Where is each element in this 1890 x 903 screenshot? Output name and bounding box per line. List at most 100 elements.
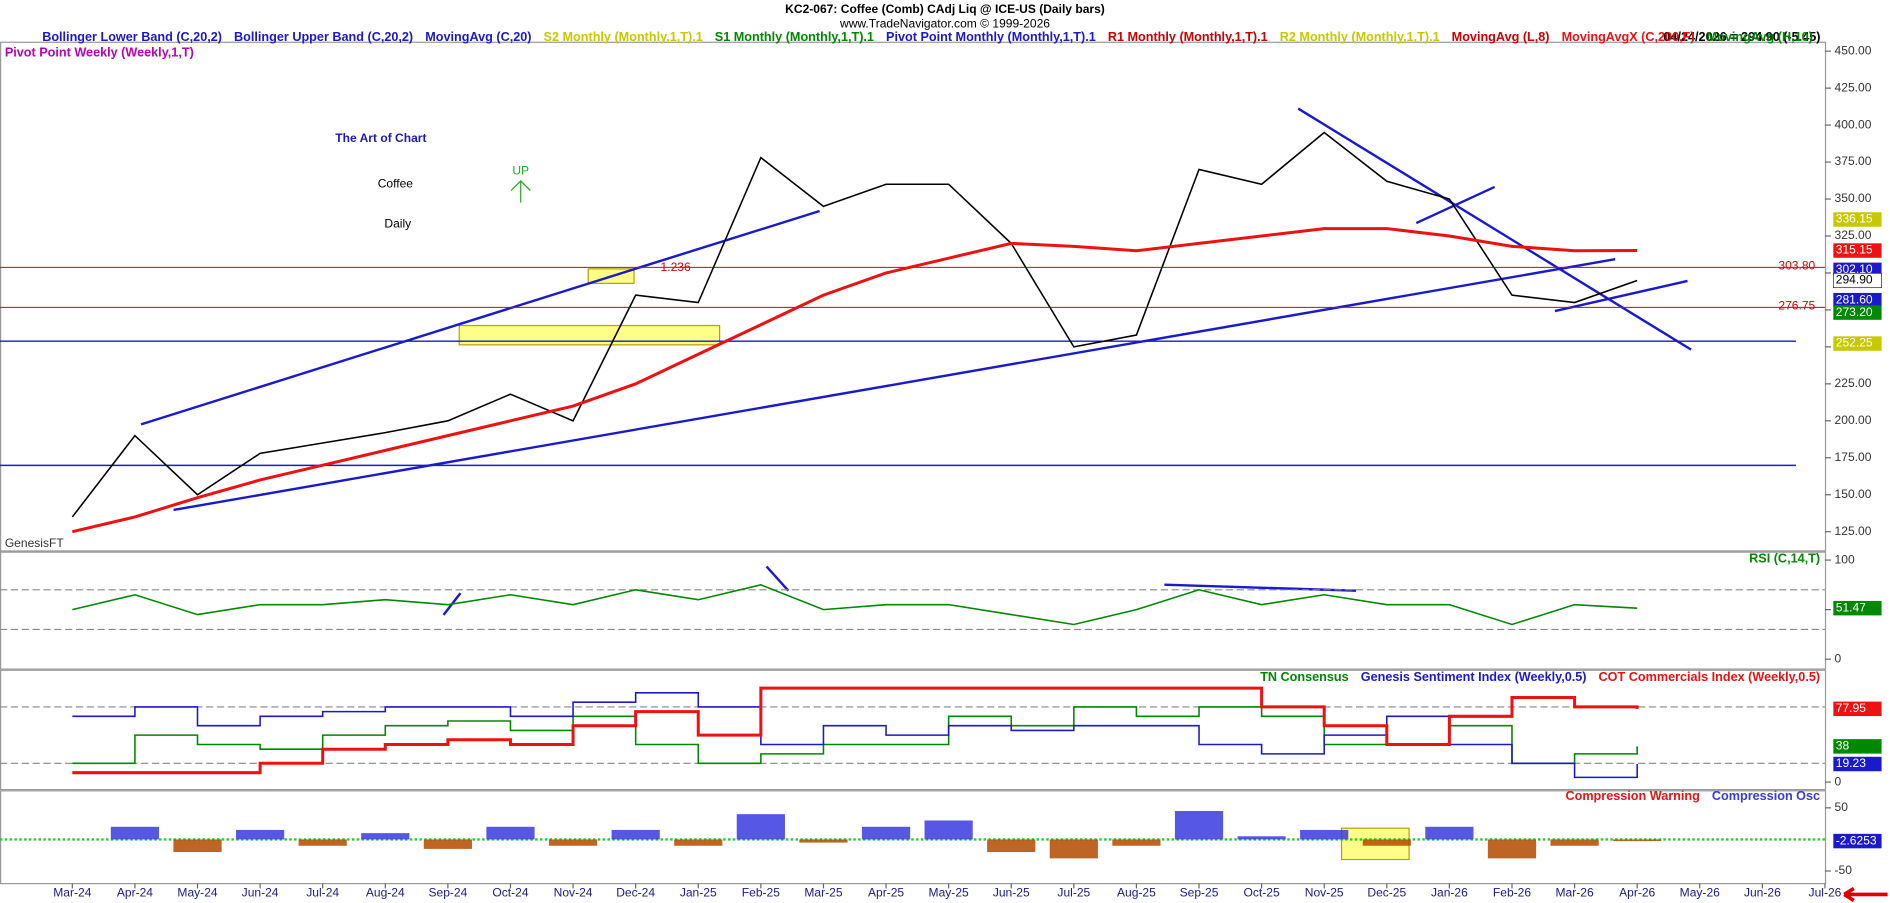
legend-entry: S1 Monthly (Monthly,1,T).1: [715, 30, 874, 44]
source: GenesisFT: [5, 536, 65, 550]
series-line: [72, 584, 1638, 626]
x-tick-label: Dec-25: [1367, 885, 1406, 899]
trend-line: [173, 258, 1616, 512]
y-tick-label: 125.00: [1835, 524, 1872, 538]
sentiment-panel: [0, 669, 1827, 791]
osc-bar: [486, 826, 535, 840]
x-tick-label: Jun-25: [993, 885, 1030, 899]
value-marker-label: 38: [1836, 739, 1850, 753]
price-panel: [0, 41, 1827, 552]
legend-entry: TN Consensus: [1260, 670, 1349, 684]
osc-bar: [674, 839, 723, 846]
value-marker-label: 302.10: [1836, 262, 1873, 276]
osc-bar: [173, 839, 222, 853]
value-marker: [1833, 739, 1882, 754]
series-line: [71, 131, 1638, 518]
y-tick-label: 350.00: [1835, 191, 1872, 205]
osc-bar: [1613, 839, 1662, 842]
value-marker: [1833, 243, 1882, 258]
instrument: Coffee: [378, 177, 414, 191]
value-marker-label: 252.25: [1836, 336, 1873, 350]
trend-line: [638, 209, 821, 269]
osc-bar: [736, 814, 785, 840]
osc-bar: [1550, 839, 1599, 846]
scroll-arrow[interactable]: [1843, 886, 1888, 903]
value-marker-label: 294.90: [1836, 273, 1873, 287]
value-marker-label: 273.20: [1836, 305, 1873, 319]
x-tick-label: Aug-24: [366, 885, 405, 899]
osc-bar: [1362, 839, 1411, 846]
legend-entry: Pivot Point Monthly (Monthly,1,T).1: [886, 30, 1096, 44]
x-tick-label: Sep-25: [1180, 885, 1219, 899]
x-tick-label: Nov-24: [554, 885, 593, 899]
osc-bar: [423, 839, 472, 849]
value-marker-label: 315.15: [1836, 243, 1873, 257]
y-tick-label: 50: [1835, 800, 1849, 814]
annotation-label: 276.75: [1778, 298, 1815, 312]
osc-bar: [1300, 829, 1349, 840]
symbol-title: KC2-067: Coffee (Comb) CAdj Liq @ ICE-US…: [785, 2, 1105, 16]
brand: The Art of Chart: [335, 131, 426, 145]
x-tick-label: Mar-24: [53, 885, 91, 899]
value-marker: [1833, 212, 1882, 227]
value-marker: [1833, 600, 1882, 616]
x-tick-label: May-26: [1680, 885, 1720, 899]
x-tick-label: Feb-25: [742, 885, 780, 899]
osc-bar: [1237, 836, 1286, 840]
x-tick-label: Apr-24: [117, 885, 153, 899]
y-tick-label: 425.00: [1835, 80, 1872, 94]
osc-bar: [361, 833, 410, 840]
x-tick-label: Nov-25: [1305, 885, 1344, 899]
legend-entry: Bollinger Upper Band (C,20,2): [234, 30, 413, 44]
osc-panel: [0, 790, 1827, 885]
osc-bar: [987, 839, 1036, 853]
value-marker: [1833, 701, 1882, 717]
osc-bar: [611, 829, 660, 840]
x-tick-label: Oct-25: [1244, 885, 1280, 899]
value-marker: [1833, 336, 1882, 351]
x-tick-label: Feb-26: [1493, 885, 1531, 899]
x-tick-label: Jul-26: [1809, 885, 1842, 899]
legend-entry: S2 Monthly (Monthly,1,T).1: [544, 30, 703, 44]
y-tick-label: 200.00: [1835, 413, 1872, 427]
x-tick-label: Oct-24: [492, 885, 528, 899]
y-tick-label: 0: [1835, 651, 1842, 665]
up-arrow-head: [510, 180, 531, 191]
rsi-panel: [0, 551, 1827, 670]
legend-entry: MovingAvgX (C,200,F): [1562, 30, 1695, 44]
osc-bar: [861, 826, 911, 840]
x-tick-label: Mar-26: [1555, 885, 1593, 899]
series-line: [72, 686, 1639, 775]
x-tick-label: May-24: [177, 885, 217, 899]
y-tick-label: 150.00: [1835, 487, 1872, 501]
osc-bar: [548, 839, 598, 846]
rsi-trend-line: [765, 565, 790, 592]
osc-bar: [298, 839, 347, 846]
value-marker: [1833, 756, 1882, 772]
legend-entry: RSI (C,14,T): [1749, 552, 1820, 566]
x-tick-label: Sep-24: [428, 885, 467, 899]
osc-bar: [110, 826, 160, 840]
value-marker: [1833, 292, 1882, 308]
x-tick-label: Jan-26: [1431, 885, 1468, 899]
site: www.TradeNavigator.com © 1999-2026: [839, 16, 1050, 30]
pivot-weekly: Pivot Point Weekly (Weekly,1,T): [5, 45, 194, 59]
osc-bar: [1425, 826, 1474, 840]
signal: UP: [512, 163, 529, 177]
x-tick-label: Jan-25: [680, 885, 717, 899]
last-price: 04/24/2026 = 294.90 (-5.45): [1663, 30, 1820, 44]
value-marker-label: 336.15: [1836, 212, 1873, 226]
value-marker-label: 19.23: [1836, 756, 1866, 770]
trend-line: [1297, 107, 1692, 351]
x-tick-label: Jun-24: [242, 885, 279, 899]
y-tick-label: 0: [1835, 774, 1842, 788]
x-tick-label: Jun-26: [1744, 885, 1781, 899]
y-tick-label: -50: [1835, 863, 1853, 877]
osc-bar: [924, 820, 973, 840]
legend-entry: Bollinger Lower Band (C,20,2): [42, 30, 222, 44]
legend-entry: R1 Monthly (Monthly,1,T).1: [1108, 30, 1268, 44]
y-tick-label: 175.00: [1835, 450, 1872, 464]
legend-entry: MovingAvg (L,8): [1452, 30, 1550, 44]
